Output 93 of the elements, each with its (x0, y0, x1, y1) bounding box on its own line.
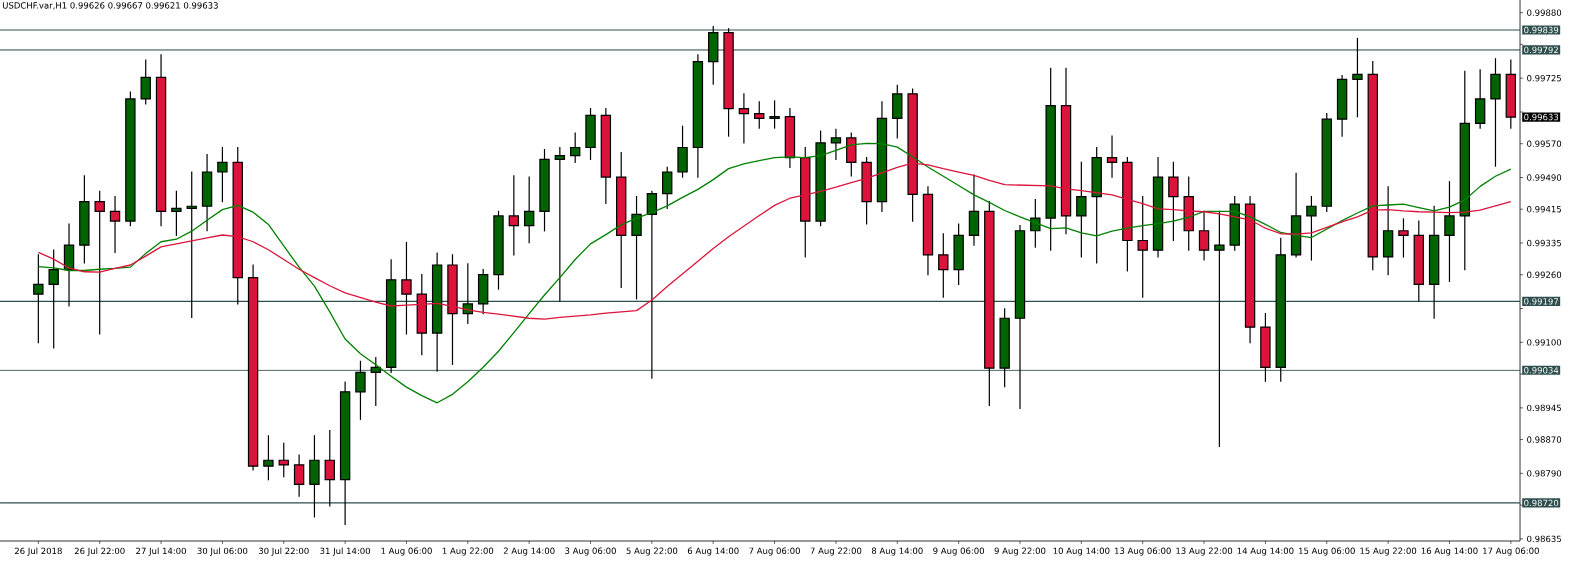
x-tick-label: 26 Jul 2018 (14, 547, 62, 556)
candlestick (616, 151, 627, 288)
candlestick (1382, 186, 1394, 276)
candlestick (1336, 75, 1348, 137)
x-tick-label: 7 Aug 22:00 (810, 547, 862, 556)
candlestick (109, 195, 121, 253)
x-tick-label: 31 Jul 14:00 (320, 547, 371, 556)
x-tick-label: 13 Aug 22:00 (1176, 547, 1233, 556)
candlestick (600, 108, 612, 204)
candlestick (999, 308, 1010, 388)
candlestick (938, 233, 949, 298)
candlestick (508, 175, 520, 256)
y-tick-label: 0.99490 (1527, 174, 1562, 181)
candlestick (324, 430, 335, 507)
chart-title: USDCHF.var,H1 0.99626 0.99667 0.99621 0.99633 (2, 2, 218, 10)
candlestick (33, 254, 44, 344)
candlestick (1428, 205, 1440, 319)
candlestick (385, 259, 397, 373)
candlestick (523, 176, 535, 244)
ref-line-label: 0.99034 (1524, 367, 1559, 374)
candlestick (1045, 67, 1056, 251)
x-tick-label: 13 Aug 06:00 (1114, 547, 1171, 556)
candlestick (201, 154, 213, 232)
candlestick (1459, 70, 1471, 271)
x-tick-label: 7 Aug 06:00 (749, 547, 800, 556)
x-tick-label: 3 Aug 06:00 (565, 547, 616, 556)
candlestick (554, 146, 566, 302)
x-tick-label: 27 Jul 14:00 (136, 547, 186, 556)
y-tick-label: 0.99100 (1527, 339, 1562, 346)
candlestick (1137, 195, 1148, 298)
ref-line-label: 0.99197 (1524, 298, 1559, 305)
ref-line-label: 0.99839 (1524, 26, 1559, 34)
candlestick (1214, 210, 1225, 447)
y-tick-label: 0.99880 (1527, 9, 1562, 16)
ref-line-label: 0.99792 (1524, 46, 1558, 54)
x-tick-label: 26 Jul 22:00 (74, 547, 125, 556)
x-tick-label: 17 Aug 06:00 (1483, 547, 1539, 556)
x-tick-label: 30 Jul 06:00 (197, 547, 248, 556)
x-tick-label: 30 Jul 22:00 (258, 547, 309, 556)
x-tick-label: 8 Aug 14:00 (871, 547, 923, 556)
candlestick (1106, 135, 1118, 178)
candlestick (1183, 176, 1194, 251)
text: 0.99633 (1524, 113, 1559, 121)
y-tick-label: 0.98790 (1527, 470, 1562, 477)
candlestick (1030, 198, 1041, 248)
y-tick-label: 0.99725 (1527, 74, 1561, 82)
candlestick (1352, 37, 1363, 118)
x-tick-label: 15 Aug 06:00 (1299, 547, 1355, 556)
candlestick (293, 454, 305, 497)
y-tick-label: 0.99260 (1527, 271, 1562, 278)
candlestick (1152, 157, 1164, 258)
candlestick (876, 101, 888, 212)
candlestick (63, 223, 75, 307)
candlestick (48, 249, 59, 349)
candlestick (79, 175, 90, 264)
candlestick (1444, 181, 1455, 283)
candlestick (339, 381, 351, 526)
ref-line-label: 0.98720 (1524, 499, 1559, 507)
candlestick (1198, 210, 1210, 261)
x-tick-label: 9 Aug 22:00 (994, 547, 1046, 556)
candlestick (247, 264, 259, 471)
candlestick (738, 93, 750, 144)
y-tick-label: 0.98870 (1527, 436, 1562, 443)
x-tick-label: 9 Aug 06:00 (933, 547, 985, 556)
x-tick-label: 16 Aug 14:00 (1421, 547, 1478, 556)
candlestick (1014, 225, 1026, 409)
x-tick-label: 1 Aug 06:00 (381, 547, 432, 556)
x-tick-label: 15 Aug 22:00 (1360, 547, 1417, 556)
candlestick (784, 108, 796, 168)
y-tick-label: 0.98945 (1527, 404, 1561, 412)
candlestick (1076, 161, 1087, 258)
candlestick (922, 186, 934, 276)
candlestick (1290, 172, 1302, 258)
candlestick (830, 128, 842, 160)
candlestick (968, 174, 980, 246)
y-tick-label: 0.99415 (1527, 206, 1561, 213)
candlestick (692, 54, 704, 178)
candlestick (1474, 69, 1486, 129)
candlestick (309, 435, 320, 518)
y-tick-label: 0.99335 (1527, 239, 1561, 247)
y-tick-label: 0.98635 (1527, 535, 1561, 543)
x-tick-label: 10 Aug 14:00 (1053, 547, 1110, 556)
candlestick (155, 54, 167, 227)
x-tick-label: 5 Aug 22:00 (626, 547, 678, 556)
y-tick-label: 0.99570 (1527, 140, 1562, 147)
candlestick (677, 125, 688, 178)
candlestick (186, 171, 197, 319)
x-tick-label: 6 Aug 14:00 (687, 547, 739, 556)
x-tick-label: 2 Aug 14:00 (503, 547, 555, 556)
candlestick (431, 252, 443, 372)
x-tick-label: 1 Aug 22:00 (442, 547, 494, 556)
candlestick (646, 190, 658, 379)
x-tick-label: 14 Aug 14:00 (1237, 547, 1294, 556)
